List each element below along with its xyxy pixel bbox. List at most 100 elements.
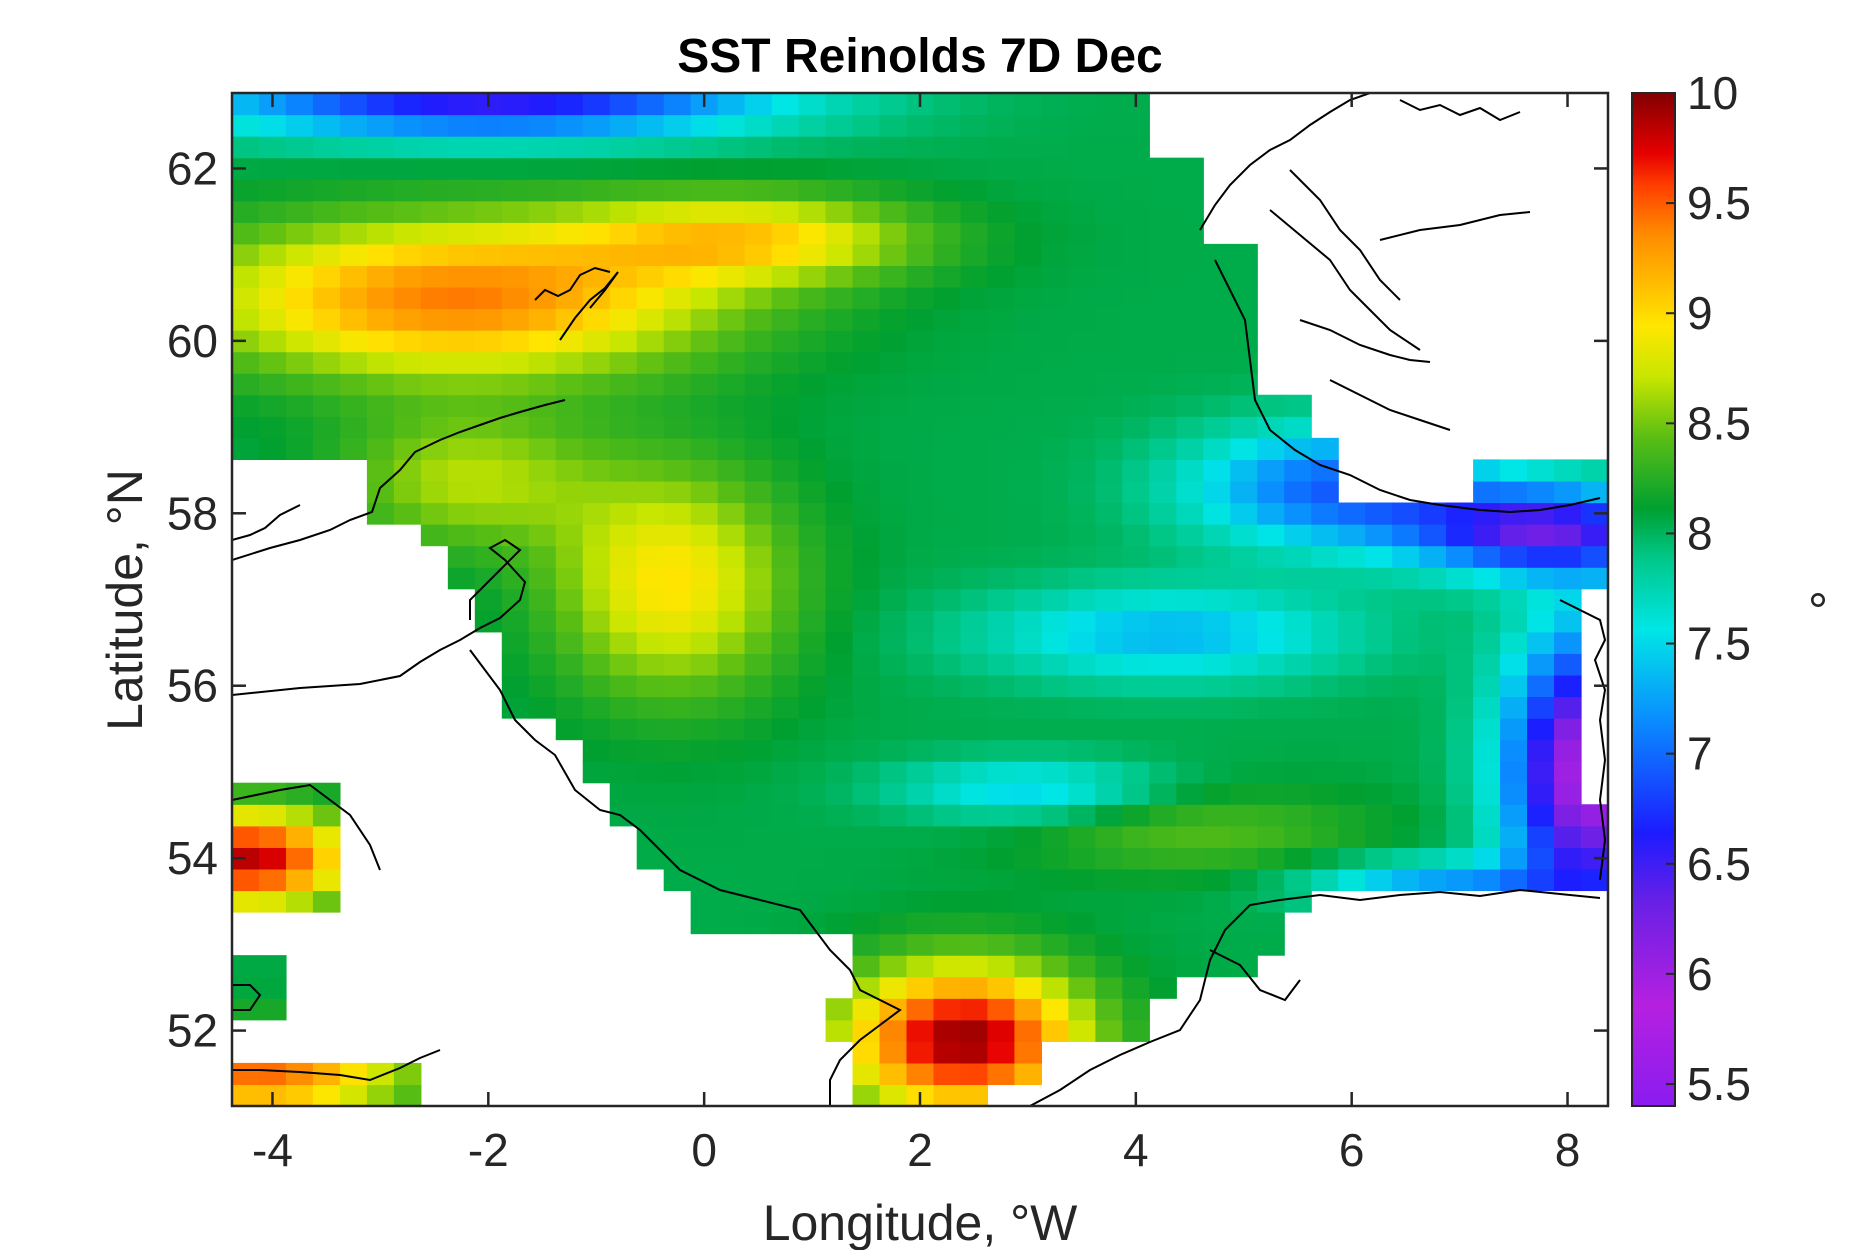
heatmap-cell	[609, 567, 638, 590]
heatmap-cell	[1500, 718, 1528, 741]
heatmap-cell	[1068, 696, 1096, 719]
heatmap-cell	[1365, 825, 1393, 848]
heatmap-cell	[258, 243, 287, 267]
heatmap-cell	[987, 825, 1016, 848]
heatmap-cell	[717, 782, 746, 805]
heatmap-cell	[1149, 330, 1177, 353]
heatmap-cell	[852, 718, 881, 741]
heatmap-cell	[960, 416, 989, 439]
heatmap-cell	[1122, 136, 1150, 159]
heatmap-cell	[1284, 674, 1312, 698]
heatmap-cell	[1122, 394, 1150, 417]
heatmap-cell	[1257, 459, 1285, 482]
heatmap-cell	[609, 782, 638, 805]
heatmap-cell	[663, 567, 692, 590]
heatmap-cell	[933, 459, 962, 482]
x-axis-label: Longitude, °W	[763, 1195, 1078, 1250]
heatmap-cell	[1230, 330, 1258, 353]
heatmap-cell	[1068, 114, 1096, 137]
heatmap-cell	[1095, 825, 1123, 848]
heatmap-cell	[906, 868, 935, 892]
heatmap-cell	[933, 373, 962, 396]
heatmap-cell	[1068, 243, 1096, 267]
heatmap-cell	[609, 761, 638, 784]
heatmap-cell	[285, 265, 314, 288]
heatmap-cell	[852, 351, 881, 374]
heatmap-cell	[474, 179, 503, 202]
heatmap-cell	[1176, 265, 1204, 288]
heatmap-cell	[1230, 545, 1258, 568]
heatmap-cell	[933, 674, 962, 698]
heatmap-cell	[717, 804, 746, 827]
heatmap-cell	[717, 179, 746, 202]
heatmap-cell	[1500, 567, 1528, 590]
heatmap-cell	[771, 545, 800, 568]
heatmap-cell	[1014, 459, 1043, 482]
heatmap-cell	[1554, 459, 1582, 482]
heatmap-cell	[1527, 739, 1555, 762]
heatmap-cell	[1068, 93, 1096, 116]
heatmap-cell	[879, 179, 908, 202]
heatmap-cell	[1149, 157, 1177, 180]
heatmap-cell	[1095, 93, 1123, 116]
heatmap-cell	[1149, 416, 1177, 439]
heatmap-cell	[744, 653, 773, 676]
heatmap-cell	[798, 502, 827, 525]
heatmap-cell	[1257, 502, 1285, 525]
heatmap-cell	[1311, 610, 1339, 633]
heatmap-cell	[447, 265, 476, 288]
heatmap-cell	[1284, 502, 1312, 525]
heatmap-cell	[960, 545, 989, 568]
heatmap-cell	[1041, 976, 1069, 999]
heatmap-cell	[582, 459, 611, 482]
heatmap-cell	[312, 804, 341, 827]
heatmap-cell	[1041, 330, 1069, 353]
heatmap-cell	[852, 308, 881, 331]
heatmap-cell	[609, 286, 638, 310]
heatmap-cell	[1041, 459, 1069, 482]
heatmap-cell	[447, 480, 476, 504]
heatmap-cell	[1284, 567, 1312, 590]
heatmap-cell	[1122, 502, 1150, 525]
heatmap-cell	[582, 308, 611, 331]
heatmap-cell	[1122, 825, 1150, 848]
heatmap-cell	[933, 588, 962, 611]
heatmap-cell	[1149, 373, 1177, 396]
heatmap-cell	[717, 286, 746, 310]
heatmap-cell	[1014, 308, 1043, 331]
heatmap-cell	[798, 265, 827, 288]
heatmap-cell	[366, 200, 395, 223]
heatmap-cell	[798, 200, 827, 223]
heatmap-cell	[232, 782, 260, 805]
heatmap-cell	[744, 243, 773, 267]
heatmap-cell	[1014, 545, 1043, 568]
heatmap-cell	[960, 804, 989, 827]
heatmap-cell	[960, 890, 989, 913]
heatmap-cell	[1257, 847, 1285, 870]
heatmap-cell	[1527, 696, 1555, 719]
heatmap-cell	[636, 373, 665, 396]
heatmap-cell	[1554, 480, 1582, 504]
heatmap-cell	[555, 351, 584, 374]
heatmap-cell	[312, 437, 341, 460]
heatmap-cell	[609, 696, 638, 719]
heatmap-cell	[1041, 567, 1069, 590]
heatmap-cell	[420, 222, 449, 245]
heatmap-cell	[1014, 761, 1043, 784]
heatmap-cell	[744, 610, 773, 633]
heatmap-cell	[366, 459, 395, 482]
heatmap-cell	[1122, 804, 1150, 827]
heatmap-cell	[1176, 933, 1204, 956]
heatmap-cell	[825, 394, 854, 417]
heatmap-cell	[285, 373, 314, 396]
heatmap-cell	[609, 631, 638, 654]
heatmap-cell	[987, 200, 1016, 223]
heatmap-cell	[933, 243, 962, 267]
heatmap-cell	[1149, 718, 1177, 741]
heatmap-cell	[1230, 437, 1258, 460]
heatmap-cell	[258, 179, 287, 202]
heatmap-cell	[1392, 782, 1420, 805]
heatmap-cell	[879, 524, 908, 547]
heatmap-cell	[852, 761, 881, 784]
heatmap-cell	[663, 286, 692, 310]
